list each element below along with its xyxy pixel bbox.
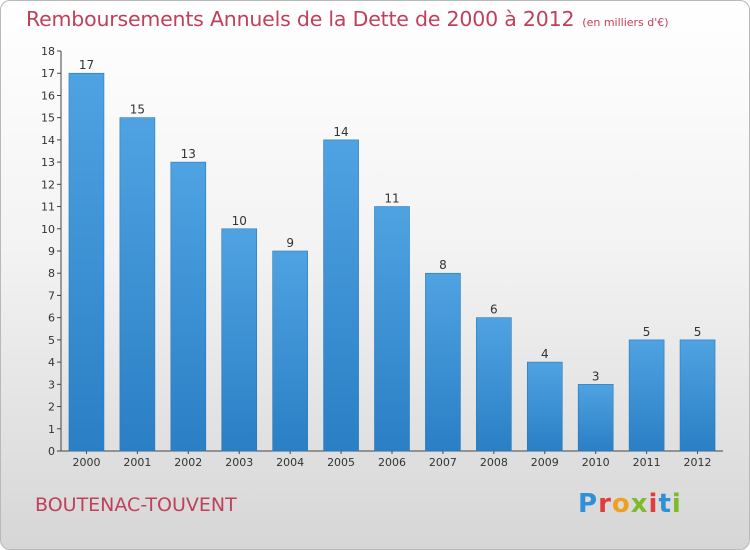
x-tick-label: 2010 xyxy=(582,456,610,469)
y-tick-label: 5 xyxy=(48,334,55,347)
bar-value-label: 15 xyxy=(130,103,145,117)
bar xyxy=(526,361,563,452)
y-tick-label: 18 xyxy=(41,45,55,58)
bar-value-label: 13 xyxy=(181,147,196,161)
y-tick-label: 2 xyxy=(48,401,55,414)
bar-value-label: 14 xyxy=(333,125,348,139)
bar xyxy=(628,339,665,452)
x-tick-label: 2012 xyxy=(684,456,712,469)
y-tick-label: 11 xyxy=(41,201,55,214)
bar-value-label: 17 xyxy=(79,58,94,72)
bar xyxy=(374,206,410,452)
bar-value-label: 4 xyxy=(541,347,549,361)
logo-letter: i xyxy=(671,489,682,519)
x-tick-label: 2005 xyxy=(327,456,355,469)
y-tick-label: 10 xyxy=(41,223,55,236)
proxiti-logo[interactable]: Proxiti xyxy=(578,489,682,519)
town-name: BOUTENAC-TOUVENT xyxy=(35,494,237,516)
y-tick-label: 3 xyxy=(48,378,55,391)
chart-unit: (en milliers d'€) xyxy=(582,16,669,29)
logo-letter: r xyxy=(598,489,612,519)
y-tick-label: 16 xyxy=(41,89,55,102)
chart-labels: 17 2000 15 2001 13 2002 10 2003 9 2004 14 2005 11 200… xyxy=(72,58,711,469)
bar xyxy=(68,72,105,452)
bar-value-label: 6 xyxy=(490,303,498,317)
bar-value-label: 10 xyxy=(232,214,247,228)
x-tick-label: 2001 xyxy=(123,456,151,469)
y-tick-label: 0 xyxy=(48,445,55,458)
bar-value-label: 9 xyxy=(286,236,294,250)
bar-value-label: 8 xyxy=(439,258,447,272)
bar xyxy=(425,272,461,452)
chart-title: Remboursements Annuels de la Dette de 20… xyxy=(26,7,669,31)
bar xyxy=(170,161,207,452)
y-tick-label: 7 xyxy=(48,289,55,302)
bar-value-label: 5 xyxy=(694,325,702,339)
x-tick-label: 2006 xyxy=(378,456,406,469)
logo-letter: x xyxy=(630,489,649,519)
chart-bars xyxy=(68,72,716,452)
y-tick-label: 12 xyxy=(41,178,55,191)
y-tick-label: 13 xyxy=(41,156,55,169)
y-tick-label: 17 xyxy=(41,67,55,80)
y-tick-label: 4 xyxy=(48,356,55,369)
logo-letter: P xyxy=(578,489,599,519)
bar xyxy=(476,317,512,452)
bar xyxy=(119,117,156,452)
x-tick-label: 2007 xyxy=(429,456,457,469)
y-tick-label: 15 xyxy=(41,112,55,125)
bar xyxy=(221,228,258,452)
bar xyxy=(679,339,716,452)
bar-value-label: 5 xyxy=(643,325,651,339)
bar xyxy=(577,384,614,452)
bar-value-label: 3 xyxy=(592,369,600,383)
logo-letter: i xyxy=(648,489,659,519)
chart-title-text: Remboursements Annuels de la Dette de 20… xyxy=(26,7,575,31)
x-tick-label: 2000 xyxy=(72,456,100,469)
x-tick-label: 2011 xyxy=(633,456,661,469)
bar xyxy=(272,250,308,452)
logo-letter: t xyxy=(658,489,672,519)
x-tick-label: 2002 xyxy=(174,456,202,469)
y-tick-label: 14 xyxy=(41,134,55,147)
y-tick-label: 9 xyxy=(48,245,55,258)
x-tick-label: 2004 xyxy=(276,456,304,469)
bar xyxy=(323,139,359,452)
x-tick-label: 2009 xyxy=(531,456,559,469)
x-tick-label: 2008 xyxy=(480,456,508,469)
y-tick-label: 8 xyxy=(48,267,55,280)
y-tick-label: 1 xyxy=(48,423,55,436)
bar-value-label: 11 xyxy=(384,192,399,206)
y-tick-label: 6 xyxy=(48,312,55,325)
x-tick-label: 2003 xyxy=(225,456,253,469)
logo-letter: o xyxy=(611,489,631,519)
